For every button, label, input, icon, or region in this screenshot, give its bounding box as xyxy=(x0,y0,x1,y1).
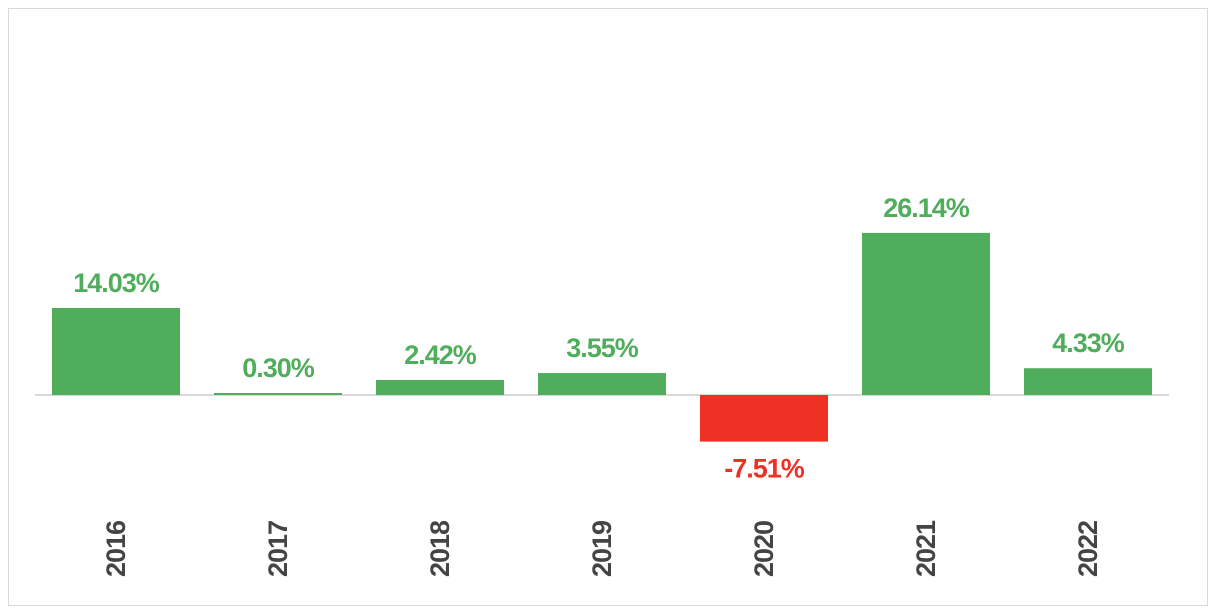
value-label-2017: 0.30% xyxy=(242,353,315,383)
x-tick-label-2016: 2016 xyxy=(101,520,131,577)
value-label-2016: 14.03% xyxy=(73,268,160,298)
bar-2016 xyxy=(52,308,180,395)
x-tick-label-2017: 2017 xyxy=(263,521,293,577)
x-tick-label-2021: 2021 xyxy=(911,520,941,577)
bar-2020 xyxy=(700,395,828,442)
bar-chart: 14.03% 0.30% 2.42% 3.55% -7.51% 26.14% 4.33% 2… xyxy=(35,193,1169,577)
bar-2019 xyxy=(538,373,666,395)
value-label-2021: 26.14% xyxy=(883,193,970,223)
bars-layer xyxy=(52,232,1152,442)
chart-frame: 14.03% 0.30% 2.42% 3.55% -7.51% 26.14% 4.33% 2… xyxy=(8,8,1208,606)
x-tick-label-2020: 2020 xyxy=(749,521,779,577)
x-axis-tick-labels: 2016 2017 2018 2019 2020 2021 2022 xyxy=(101,520,1103,577)
x-tick-label-2022: 2022 xyxy=(1073,521,1103,577)
bar-2018 xyxy=(376,380,504,395)
bar-2021 xyxy=(862,232,990,395)
x-tick-label-2018: 2018 xyxy=(425,520,455,577)
bar-2017 xyxy=(214,393,342,395)
bar-2022 xyxy=(1024,368,1152,395)
value-label-2019: 3.55% xyxy=(566,333,639,363)
value-label-2018: 2.42% xyxy=(404,340,477,370)
x-tick-label-2019: 2019 xyxy=(587,520,617,577)
value-label-2022: 4.33% xyxy=(1052,328,1125,358)
value-label-2020: -7.51% xyxy=(724,454,805,484)
value-labels-layer: 14.03% 0.30% 2.42% 3.55% -7.51% 26.14% 4.33% xyxy=(73,193,1126,484)
